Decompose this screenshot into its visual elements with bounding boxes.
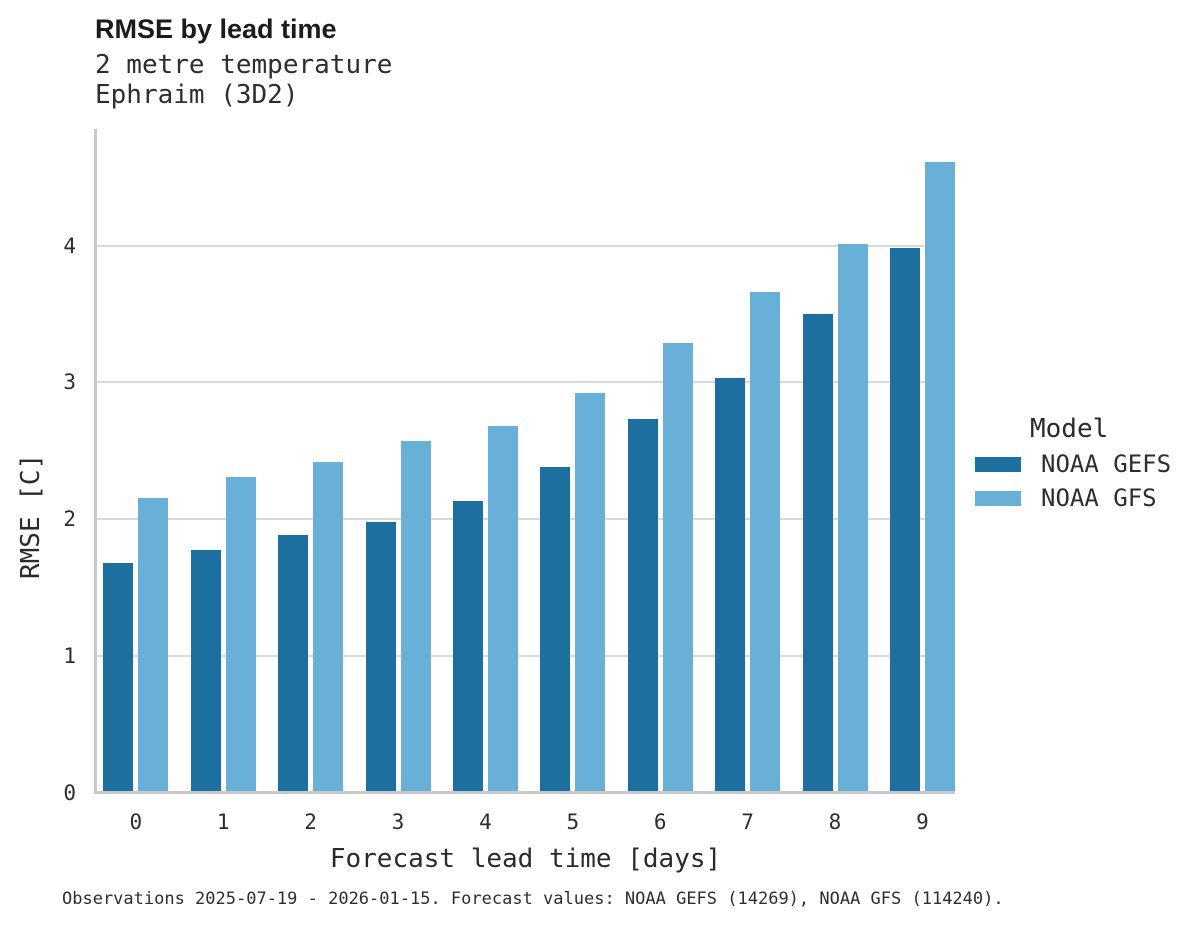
legend-label-noaa-gefs: NOAA GEFS [1041, 450, 1172, 478]
bar-noaa-gfs-1 [225, 476, 256, 793]
y-axis-spine [94, 129, 97, 794]
bar-noaa-gfs-0 [138, 498, 169, 793]
chart-subtitle-variable: 2 metre temperature [95, 50, 393, 80]
legend-swatch-noaa-gfs [975, 490, 1021, 506]
bar-noaa-gefs-1 [190, 550, 221, 793]
bar-noaa-gefs-3 [365, 521, 396, 793]
x-tick-label-4: 4 [479, 810, 492, 834]
bar-noaa-gfs-2 [313, 461, 344, 793]
x-axis-title: Forecast lead time [days] [329, 844, 722, 874]
gridline-y-2 [96, 518, 955, 520]
x-tick-label-5: 5 [566, 810, 580, 834]
y-tick-label-1: 1 [63, 643, 76, 668]
x-axis-spine [94, 791, 955, 794]
bar-noaa-gfs-5 [575, 393, 606, 793]
y-tick-label-4: 4 [63, 233, 76, 258]
x-tick-label-1: 1 [216, 810, 230, 834]
bar-noaa-gefs-8 [802, 313, 833, 793]
bar-noaa-gfs-3 [400, 441, 431, 793]
chart-title: RMSE by lead time [95, 14, 337, 44]
bar-noaa-gefs-9 [889, 248, 920, 793]
chart-subtitle-station: Ephraim (3D2) [95, 80, 299, 110]
legend-entry-noaa-gefs: NOAA GEFS [975, 450, 1171, 478]
bar-noaa-gefs-7 [715, 378, 746, 793]
bar-noaa-gfs-7 [750, 291, 781, 793]
x-tick-label-8: 8 [828, 810, 842, 834]
bar-noaa-gefs-5 [540, 467, 571, 793]
x-tick-label-2: 2 [304, 810, 317, 834]
x-tick-label-3: 3 [391, 810, 405, 834]
bar-noaa-gfs-6 [662, 342, 693, 793]
x-tick-label-6: 6 [653, 810, 667, 834]
x-tick-label-7: 7 [741, 810, 754, 834]
bar-noaa-gefs-0 [103, 562, 134, 793]
y-axis-title: RMSE [C] [16, 453, 46, 579]
legend-label-noaa-gfs: NOAA GFS [1041, 484, 1157, 512]
legend-entry-noaa-gfs: NOAA GFS [975, 484, 1157, 512]
gridline-y-3 [96, 381, 955, 384]
y-tick-label-0: 0 [63, 780, 76, 805]
x-tick-label-9: 9 [916, 810, 929, 834]
bar-noaa-gefs-2 [278, 535, 309, 793]
caption: Observations 2025-07-19 - 2026-01-15. Fo… [62, 889, 1004, 909]
bar-noaa-gefs-4 [452, 501, 483, 793]
bar-noaa-gfs-4 [487, 426, 518, 793]
legend-swatch-noaa-gefs [975, 456, 1021, 472]
legend-title: Model [1030, 414, 1109, 444]
gridline-y-4 [96, 244, 955, 247]
x-tick-label-0: 0 [129, 810, 143, 834]
bar-noaa-gfs-8 [837, 244, 868, 793]
y-tick-label-3: 3 [63, 370, 76, 395]
bar-noaa-gfs-9 [924, 162, 955, 793]
y-tick-label-2: 2 [63, 507, 76, 531]
gridline-y-1 [96, 654, 955, 657]
bar-noaa-gefs-6 [627, 419, 658, 793]
